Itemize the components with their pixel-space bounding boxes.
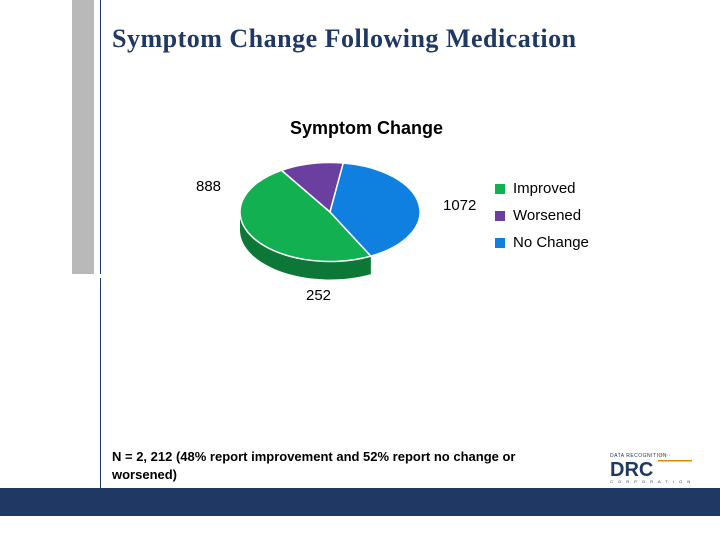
legend: Improved Worsened No Change [495,180,589,261]
legend-swatch-no-change [495,238,505,248]
left-rule-bottom [100,278,101,488]
caption: N = 2, 212 (48% report improvement and 5… [112,448,582,483]
legend-swatch-worsened [495,211,505,221]
slide: Symptom Change Following Medication Symp… [0,0,720,540]
logo-accent-line [658,460,692,462]
legend-label-worsened: Worsened [513,207,581,224]
bottom-bar [0,488,720,516]
data-label-improved: 1072 [443,197,476,214]
legend-item-no-change: No Change [495,234,589,251]
left-gray-accent [72,0,94,274]
drc-logo: DATA RECOGNITION DRC • • • • • • C O R P… [610,446,698,484]
left-rule-top [100,0,101,274]
legend-label-no-change: No Change [513,234,589,251]
logo-accent-dots: • • • • • • [658,453,671,457]
logo-big: DRC [610,459,653,481]
chart-title: Symptom Change [290,118,443,139]
legend-item-improved: Improved [495,180,589,197]
data-label-worsened: 252 [306,287,331,304]
page-title: Symptom Change Following Medication [112,24,577,54]
data-label-no-change: 888 [196,178,221,195]
legend-item-worsened: Worsened [495,207,589,224]
logo-small-bottom: C O R P O R A T I O N [610,479,692,484]
legend-swatch-improved [495,184,505,194]
pie-chart [230,150,430,290]
legend-label-improved: Improved [513,180,576,197]
